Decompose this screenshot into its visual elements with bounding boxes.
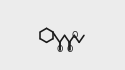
- Text: O: O: [71, 31, 78, 40]
- Text: O: O: [66, 45, 73, 54]
- Text: O: O: [57, 45, 63, 54]
